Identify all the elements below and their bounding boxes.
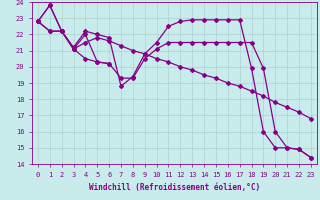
X-axis label: Windchill (Refroidissement éolien,°C): Windchill (Refroidissement éolien,°C) bbox=[89, 183, 260, 192]
